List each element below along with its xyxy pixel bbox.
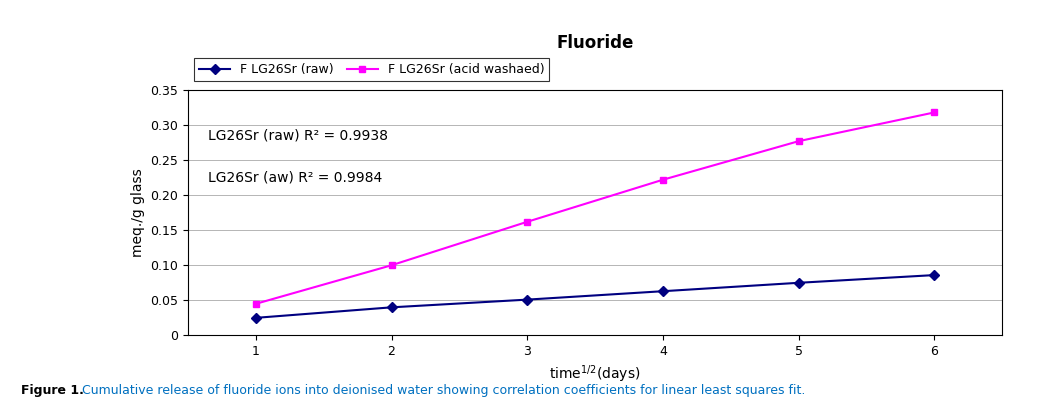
F LG26Sr (raw) [792,280,805,285]
Line: F LG26Sr (acid washaed): F LG26Sr (acid washaed) [253,109,938,307]
F LG26Sr (acid washaed) [385,263,398,268]
Line: F LG26Sr (raw): F LG26Sr (raw) [253,272,938,321]
F LG26Sr (raw) [928,273,941,278]
F LG26Sr (raw) [521,297,533,302]
Title: Fluoride: Fluoride [556,34,634,52]
F LG26Sr (raw) [385,305,398,310]
F LG26Sr (acid washaed) [521,219,533,224]
Text: LG26Sr (aw) R² = 0.9984: LG26Sr (aw) R² = 0.9984 [208,171,382,184]
Text: Cumulative release of fluoride ions into deionised water showing correlation coe: Cumulative release of fluoride ions into… [78,384,806,397]
Text: LG26Sr (raw) R² = 0.9938: LG26Sr (raw) R² = 0.9938 [208,128,388,143]
Text: Figure 1.: Figure 1. [21,384,84,397]
X-axis label: time$^{1/2}$(days): time$^{1/2}$(days) [549,364,641,385]
F LG26Sr (acid washaed) [250,301,262,306]
Legend: F LG26Sr (raw), F LG26Sr (acid washaed): F LG26Sr (raw), F LG26Sr (acid washaed) [194,58,549,81]
F LG26Sr (raw) [657,289,669,294]
F LG26Sr (acid washaed) [928,110,941,115]
F LG26Sr (acid washaed) [792,139,805,144]
Y-axis label: meq./g glass: meq./g glass [130,169,145,257]
F LG26Sr (acid washaed) [657,177,669,182]
F LG26Sr (raw) [250,315,262,320]
